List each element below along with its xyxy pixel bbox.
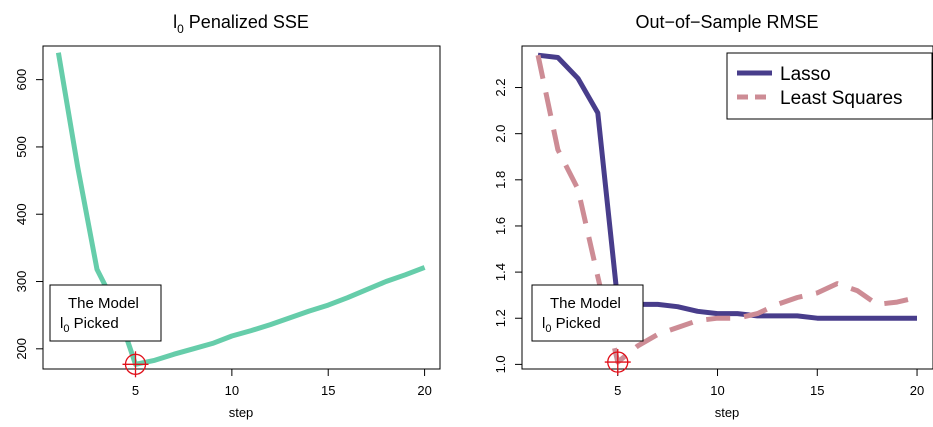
left-annotation: The Model l0 Picked [49, 284, 162, 378]
x-tick-label: 20 [910, 383, 924, 398]
right-chart-title: Out−of−Sample RMSE [635, 12, 818, 32]
right-annotation-line2: l0 Picked [542, 315, 601, 335]
left-x-axis-label: step [229, 405, 254, 420]
y-tick-label: 2.0 [493, 125, 508, 143]
right-x-ticks: 5 10 15 20 [614, 369, 924, 398]
left-x-ticks: 5 10 15 20 [132, 369, 432, 398]
y-tick-label: 1.2 [493, 309, 508, 327]
x-tick-label: 15 [321, 383, 335, 398]
y-tick-label: 200 [14, 338, 29, 360]
right-annotation: The Model l0 Picked [531, 284, 644, 376]
right-x-axis-label: step [715, 405, 740, 420]
x-tick-label: 15 [810, 383, 824, 398]
x-tick-label: 5 [614, 383, 621, 398]
right-series-line-lasso [537, 52, 917, 321]
legend-label-lasso: Lasso [780, 64, 831, 85]
left-chart: l0 Penalized SSE 5 10 15 20 200 300 400 500 600… [14, 12, 441, 420]
right-annotation-box [531, 284, 644, 342]
x-tick-label: 20 [417, 383, 431, 398]
right-y-ticks: 1.0 1.2 1.4 1.6 1.8 2.0 2.2 [493, 78, 522, 373]
left-annotation-box [49, 284, 162, 342]
right-annotation-line1: The Model [550, 295, 621, 312]
x-tick-label: 10 [710, 383, 724, 398]
y-tick-label: 300 [14, 271, 29, 293]
y-tick-label: 600 [14, 69, 29, 91]
y-tick-label: 2.2 [493, 78, 508, 96]
left-chart-title: l0 Penalized SSE [173, 12, 309, 36]
legend-box [726, 52, 933, 120]
y-tick-label: 1.8 [493, 171, 508, 189]
left-y-ticks: 200 300 400 500 600 [14, 69, 43, 360]
x-tick-label: 10 [225, 383, 239, 398]
y-tick-label: 500 [14, 136, 29, 158]
y-tick-label: 1.4 [493, 263, 508, 281]
right-picked-marker [604, 349, 631, 376]
y-tick-label: 1.0 [493, 355, 508, 373]
legend-label-least-squares: Least Squares [780, 88, 903, 109]
left-plot-frame [42, 45, 441, 370]
y-tick-label: 1.6 [493, 217, 508, 235]
left-annotation-line1: The Model [68, 295, 139, 312]
y-tick-label: 400 [14, 203, 29, 225]
left-picked-marker [122, 351, 149, 378]
left-annotation-line2: l0 Picked [60, 315, 119, 335]
right-legend: Lasso Least Squares [726, 52, 933, 120]
right-chart: Out−of−Sample RMSE 5 10 15 20 1.01.21.41.61… [493, 12, 933, 420]
x-tick-label: 5 [132, 383, 139, 398]
right-plot-frame [521, 45, 933, 370]
